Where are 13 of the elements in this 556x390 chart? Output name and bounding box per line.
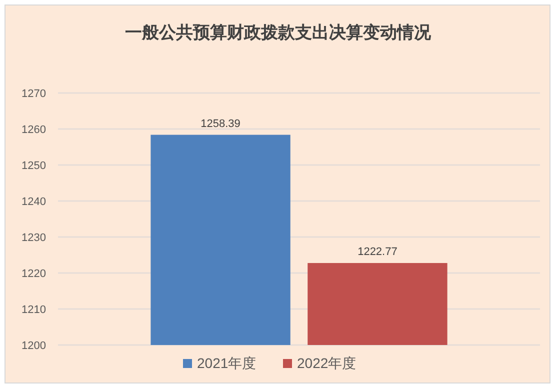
chart-title: 一般公共预算财政拨款支出决算变动情况 xyxy=(125,23,432,42)
legend-label: 2021年度 xyxy=(197,355,256,371)
y-tick-label: 1200 xyxy=(22,340,46,352)
legend-label: 2022年度 xyxy=(297,355,356,371)
y-tick-label: 1270 xyxy=(22,88,46,100)
y-tick-label: 1260 xyxy=(22,124,46,136)
data-label: 1258.39 xyxy=(200,118,240,130)
y-tick-label: 1240 xyxy=(22,196,46,208)
y-tick-label: 1250 xyxy=(22,160,46,172)
y-tick-label: 1210 xyxy=(22,304,46,316)
data-label: 1222.77 xyxy=(358,246,398,258)
y-tick-label: 1230 xyxy=(22,232,46,244)
y-tick-label: 1220 xyxy=(22,268,46,280)
